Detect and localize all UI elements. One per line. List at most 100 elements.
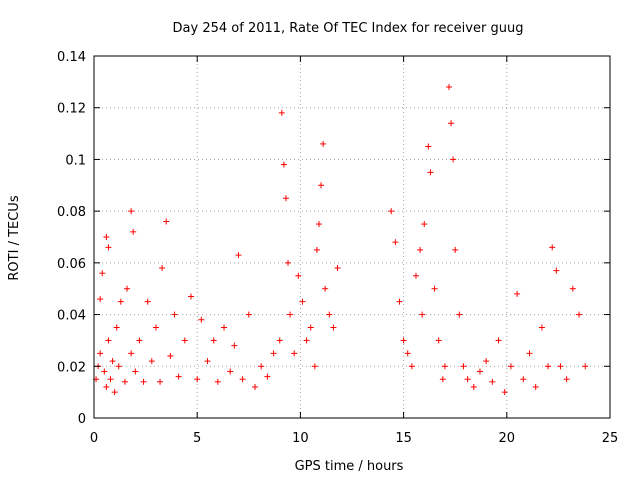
data-point [549, 244, 556, 251]
data-point [132, 368, 139, 375]
data-point [464, 376, 471, 383]
data-point [159, 265, 166, 272]
data-point [417, 246, 424, 253]
data-point [278, 109, 285, 116]
data-point [157, 378, 164, 385]
data-point [121, 378, 128, 385]
data-point [270, 350, 277, 357]
data-point [313, 246, 320, 253]
data-point [404, 350, 411, 357]
data-point [582, 363, 589, 370]
data-point [456, 311, 463, 318]
data-point [99, 270, 106, 277]
data-point [128, 350, 135, 357]
data-point [553, 267, 560, 274]
data-point [470, 383, 477, 390]
data-point [264, 373, 271, 380]
data-point [105, 244, 112, 251]
data-point [144, 298, 151, 305]
data-point [231, 342, 238, 349]
data-point [130, 228, 137, 235]
data-point [299, 298, 306, 305]
data-point [569, 285, 576, 292]
data-point [181, 337, 188, 344]
y-tick-label: 0.08 [57, 205, 86, 220]
data-point [103, 383, 110, 390]
data-point [460, 363, 467, 370]
data-point [109, 358, 116, 365]
data-point [452, 246, 459, 253]
chart-title: Day 254 of 2011, Rate Of TEC Index for r… [173, 21, 524, 36]
y-tick-label: 0.06 [57, 257, 86, 272]
data-point [419, 311, 426, 318]
y-tick-label: 0.14 [57, 50, 86, 65]
data-point [140, 378, 147, 385]
data-point [501, 389, 508, 396]
data-point [101, 368, 108, 375]
data-point [425, 143, 432, 150]
data-point [258, 363, 265, 370]
x-tick-label: 15 [395, 431, 412, 446]
data-point [295, 272, 302, 279]
data-point [495, 337, 502, 344]
data-point [282, 195, 289, 202]
data-points [93, 84, 589, 396]
data-point [107, 376, 114, 383]
data-point [448, 120, 455, 127]
data-point [198, 316, 205, 323]
data-point [287, 311, 294, 318]
data-point [204, 358, 211, 365]
data-point [148, 358, 155, 365]
y-tick-label: 0.12 [57, 102, 86, 117]
data-point [446, 84, 453, 91]
data-point [276, 337, 283, 344]
data-point [115, 363, 122, 370]
y-tick-label: 0.02 [57, 360, 86, 375]
x-tick-label: 10 [292, 431, 309, 446]
data-point [435, 337, 442, 344]
x-tick-label: 0 [90, 431, 98, 446]
data-point [97, 350, 104, 357]
x-tick-label: 25 [602, 431, 619, 446]
data-point [514, 290, 521, 297]
y-axis-label: ROTI / TECUs [7, 195, 22, 280]
data-point [227, 368, 234, 375]
data-point [334, 265, 341, 272]
data-point [111, 389, 118, 396]
data-point [400, 337, 407, 344]
data-point [439, 376, 446, 383]
data-point [285, 259, 292, 266]
x-tick-label: 20 [499, 431, 516, 446]
plot-frame [93, 55, 611, 419]
data-point [563, 376, 570, 383]
y-tick-label: 0.1 [65, 153, 86, 168]
data-point [408, 363, 415, 370]
data-point [441, 363, 448, 370]
data-point [245, 311, 252, 318]
data-point [221, 324, 228, 331]
data-point [113, 324, 120, 331]
data-point [280, 161, 287, 168]
data-point [124, 285, 131, 292]
data-point [421, 221, 428, 228]
data-point [476, 368, 483, 375]
data-point [175, 373, 182, 380]
data-point [392, 239, 399, 246]
x-tick-label: 5 [193, 431, 201, 446]
data-point [303, 337, 310, 344]
data-point [450, 156, 457, 163]
data-point [311, 363, 318, 370]
data-point [307, 324, 314, 331]
data-point [152, 324, 159, 331]
data-point [251, 383, 258, 390]
data-point [239, 376, 246, 383]
data-point [388, 208, 395, 215]
data-point [318, 182, 325, 189]
data-point [194, 376, 201, 383]
grid-lines [94, 56, 610, 418]
data-point [117, 298, 124, 305]
data-point [557, 363, 564, 370]
data-point [167, 352, 174, 359]
data-point [171, 311, 178, 318]
